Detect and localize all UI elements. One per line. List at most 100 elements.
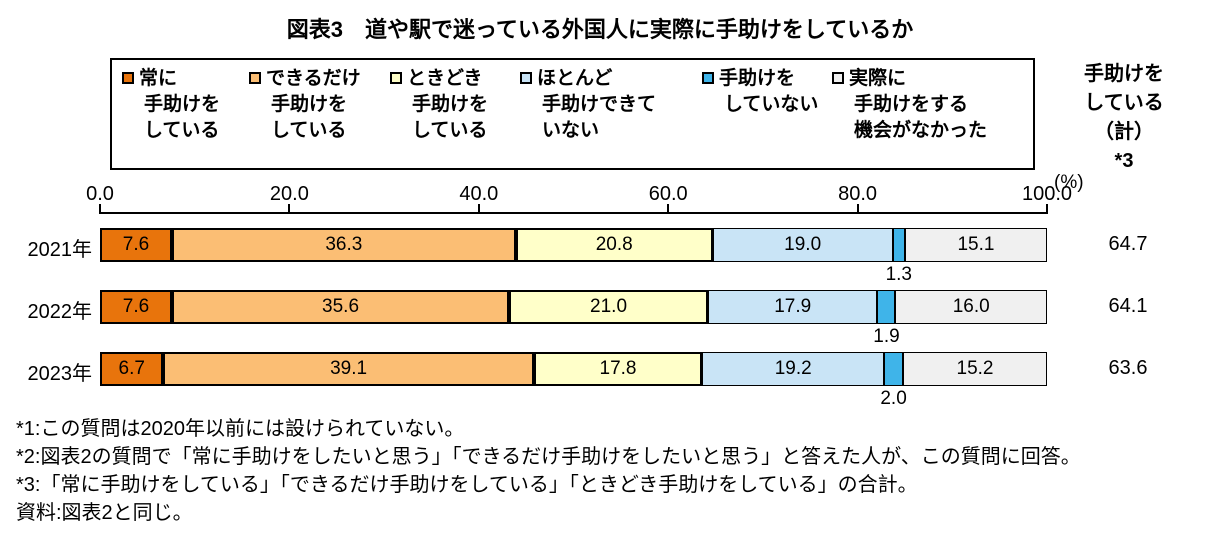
bar-segment: 19.0 bbox=[712, 228, 893, 262]
legend-label-line: ほとんど bbox=[520, 66, 656, 92]
legend-text: 手助けを bbox=[271, 94, 348, 115]
legend-swatch bbox=[702, 72, 714, 84]
legend-item: 実際に 手助けをする 機会がなかった bbox=[832, 66, 987, 144]
legend-item: できるだけ手助けをしている bbox=[249, 66, 361, 144]
bar-segment: 36.3 bbox=[171, 228, 516, 262]
legend-label-line: 常に bbox=[122, 66, 220, 92]
segment-value: 7.6 bbox=[122, 234, 150, 255]
x-axis-tick-mark bbox=[1046, 204, 1048, 214]
percent-unit-label: (%) bbox=[1054, 172, 1084, 193]
total-header-line: している bbox=[1084, 92, 1164, 114]
legend-item: ときどき手助けをしている bbox=[390, 66, 488, 144]
legend-item: ほとんど手助けできて いない bbox=[520, 66, 656, 144]
legend-swatch bbox=[122, 72, 134, 84]
segment-value: 16.0 bbox=[952, 296, 990, 317]
bar-segment: 20.8 bbox=[515, 228, 713, 262]
legend-label-line: ときどき bbox=[390, 66, 488, 92]
legend-label-line: している bbox=[122, 118, 220, 144]
legend-swatch bbox=[249, 72, 261, 84]
legend-text: している bbox=[144, 120, 220, 141]
segment-value: 36.3 bbox=[325, 234, 363, 255]
x-axis-tick-label: 20.0 bbox=[269, 183, 309, 205]
segment-value: 6.7 bbox=[118, 358, 145, 379]
legend-label-line: している bbox=[249, 118, 361, 144]
legend-label-line: 手助けできて bbox=[520, 92, 656, 118]
category-label: 2022年 bbox=[27, 301, 93, 323]
legend-label-line: 実際に bbox=[832, 66, 987, 92]
legend-text: 実際に bbox=[849, 68, 907, 89]
bar-segment: 19.2 bbox=[702, 352, 885, 386]
segment-value-outside: 1.3 bbox=[885, 264, 912, 285]
legend-text: ほとんど bbox=[537, 68, 613, 89]
bar-segment bbox=[877, 290, 896, 324]
legend: 常に 手助けを している できるだけ 手助けを している ときどき 手助けを している ほとんど手… bbox=[110, 58, 1035, 170]
x-axis-tick-label: 0.0 bbox=[86, 183, 114, 205]
legend-label-line: 手助けを bbox=[390, 92, 488, 118]
footnotes: *1:この質問は2020年以前には設けられていない。 *2:図表2の質問で「常に手… bbox=[16, 415, 1081, 527]
segment-value-outside: 1.9 bbox=[873, 326, 900, 347]
bar-segment: 7.6 bbox=[100, 228, 172, 262]
legend-text: できるだけ bbox=[266, 68, 361, 89]
bar-segment: 6.7 bbox=[100, 352, 164, 386]
x-axis-tick-mark bbox=[99, 204, 101, 214]
segment-value-outside: 2.0 bbox=[880, 388, 907, 409]
segment-value: 19.2 bbox=[774, 358, 812, 379]
legend-label-line: いない bbox=[520, 118, 656, 144]
legend-label-line: 手助けをする bbox=[832, 92, 987, 118]
total-header-line: *3 bbox=[1114, 150, 1134, 172]
segment-value: 15.1 bbox=[957, 234, 995, 255]
segment-value: 20.8 bbox=[595, 234, 633, 255]
x-axis-tick-mark bbox=[477, 204, 480, 214]
segment-value: 17.8 bbox=[599, 358, 637, 379]
legend-swatch bbox=[390, 72, 402, 84]
legend-item: 常に 手助けをしている bbox=[122, 66, 220, 144]
category-label: 2023年 bbox=[27, 363, 93, 385]
legend-text: ときどき bbox=[407, 68, 483, 89]
legend-text: している bbox=[271, 120, 347, 141]
legend-label-line: できるだけ bbox=[249, 66, 361, 92]
category-label: 2021年 bbox=[27, 239, 93, 261]
bar-segment: 16.0 bbox=[895, 290, 1047, 324]
bar-segment: 17.8 bbox=[533, 352, 703, 386]
bar-segment: 21.0 bbox=[509, 290, 708, 324]
bar-segment: 15.2 bbox=[903, 352, 1047, 386]
legend-label-line: 手助けを bbox=[122, 92, 220, 118]
total-value: 63.6 bbox=[1108, 357, 1148, 379]
legend-label-line: している bbox=[390, 118, 488, 144]
segment-value: 7.6 bbox=[122, 296, 150, 317]
x-axis-line bbox=[100, 212, 1048, 214]
legend-text: している bbox=[412, 120, 488, 141]
segment-value: 35.6 bbox=[322, 296, 360, 317]
legend-text: 手助けを bbox=[719, 68, 796, 89]
bar-segment: 7.6 bbox=[100, 290, 172, 324]
total-column-header: 手助けをしている （計） *3 bbox=[1068, 60, 1180, 176]
legend-text: 手助けをする bbox=[854, 94, 969, 115]
legend-text: いない bbox=[542, 120, 600, 141]
x-axis-tick-label: 60.0 bbox=[648, 183, 688, 205]
legend-text: 手助けを bbox=[144, 94, 221, 115]
footnote-line: *3:「常に手助けをしている」「できるだけ手助けをしている」「ときどき手助けをし… bbox=[16, 474, 918, 496]
legend-item: 手助けを していない bbox=[702, 66, 818, 118]
total-value: 64.7 bbox=[1108, 233, 1148, 255]
bar-segment bbox=[884, 352, 904, 386]
bar-segment bbox=[892, 228, 905, 262]
footnote-line: *2:図表2の質問で「常に手助けをしたいと思う」「できるだけ手助けをしたいと思う… bbox=[16, 446, 1081, 468]
legend-text: 手助けできて bbox=[542, 94, 657, 115]
legend-swatch bbox=[832, 72, 844, 84]
bar-segment: 17.9 bbox=[707, 290, 878, 324]
x-axis-tick-label: 100.0 bbox=[1021, 183, 1073, 205]
legend-text: 手助けを bbox=[412, 94, 489, 115]
bar-segment: 15.1 bbox=[904, 228, 1047, 262]
x-axis-tick-label: 40.0 bbox=[459, 183, 499, 205]
segment-value: 15.2 bbox=[956, 358, 994, 379]
footnote-line: 資料:図表2と同じ。 bbox=[16, 502, 193, 524]
segment-value: 21.0 bbox=[590, 296, 628, 317]
total-header-line: （計） bbox=[1094, 121, 1154, 143]
legend-swatch bbox=[520, 72, 532, 84]
x-axis-tick-mark bbox=[667, 204, 670, 214]
chart-title: 図表3 道や駅で迷っている外国人に実際に手助けをしているか bbox=[286, 17, 914, 42]
bar-segment: 39.1 bbox=[163, 352, 534, 386]
bar-segment: 35.6 bbox=[171, 290, 510, 324]
total-header-line: 手助けを bbox=[1084, 63, 1164, 85]
